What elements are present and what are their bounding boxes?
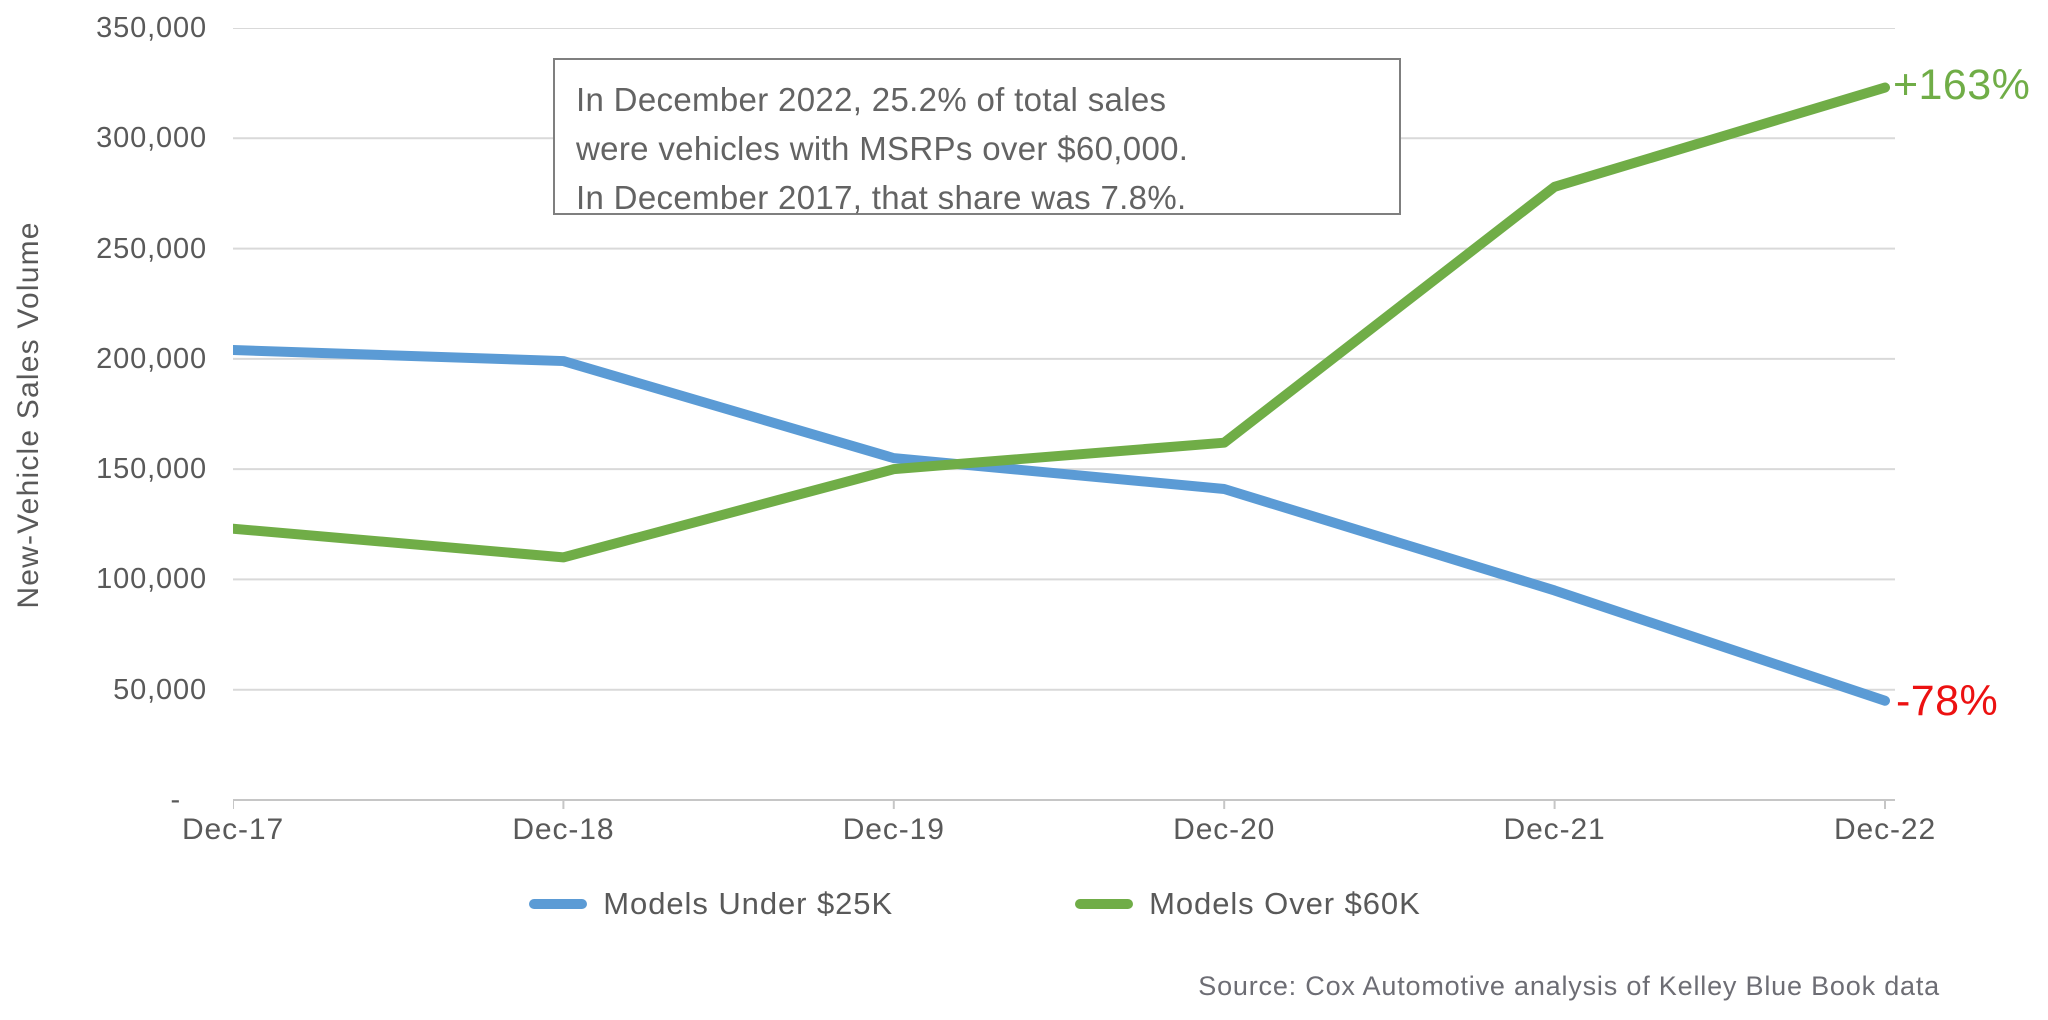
plot-area	[233, 28, 1895, 809]
y-tick-label: 50,000	[113, 673, 207, 706]
y-tick-label: -	[170, 784, 181, 816]
over-60k-change-label: +163%	[1893, 61, 2031, 109]
legend-label-under-25k: Models Under $25K	[603, 886, 894, 921]
x-tick-label-dec-19: Dec-19	[842, 813, 945, 846]
annotation-line-1: In December 2022, 25.2% of total sales	[576, 81, 1167, 118]
x-tick-label-dec-17: Dec-17	[181, 813, 285, 846]
annotation-box: In December 2022, 25.2% of total sales w…	[553, 58, 1401, 216]
legend-swatch-blue	[529, 899, 588, 909]
y-tick-label: 100,000	[96, 563, 207, 596]
x-tick-label-dec-21: Dec-21	[1503, 813, 1606, 846]
y-tick-label: 300,000	[96, 122, 207, 155]
series-line-under-25k	[233, 345, 1890, 706]
x-tick-label-dec-18: Dec-18	[512, 813, 615, 846]
y-tick-label: 250,000	[96, 232, 207, 265]
source-note: Source: Cox Automotive analysis of Kelle…	[1198, 971, 1940, 1001]
legend: Models Under $25K Models Over $60K	[0, 886, 1950, 922]
y-tick-label: 350,000	[96, 12, 207, 44]
legend-swatch-green	[1075, 899, 1134, 909]
series-line-over-60k	[233, 82, 1890, 563]
under-25k-change-label: -78%	[1896, 677, 1999, 725]
legend-item-under-25k: Models Under $25K	[529, 886, 893, 922]
y-tick-label: 150,000	[96, 453, 207, 486]
legend-label-over-60k: Models Over $60K	[1149, 886, 1421, 921]
x-tick-label-dec-22: Dec-22	[1833, 813, 1937, 846]
annotation-line-3: In December 2017, that share was 7.8%.	[576, 179, 1187, 216]
y-tick-label: 200,000	[96, 342, 207, 375]
x-axis-line	[233, 799, 1895, 809]
series-lines	[233, 82, 1890, 706]
y-axis-title: New-Vehicle Sales Volume	[12, 221, 45, 609]
annotation-line-2: were vehicles with MSRPs over $60,000.	[576, 130, 1189, 167]
legend-item-over-60k: Models Over $60K	[1075, 886, 1421, 922]
x-tick-label-dec-20: Dec-20	[1173, 813, 1276, 846]
